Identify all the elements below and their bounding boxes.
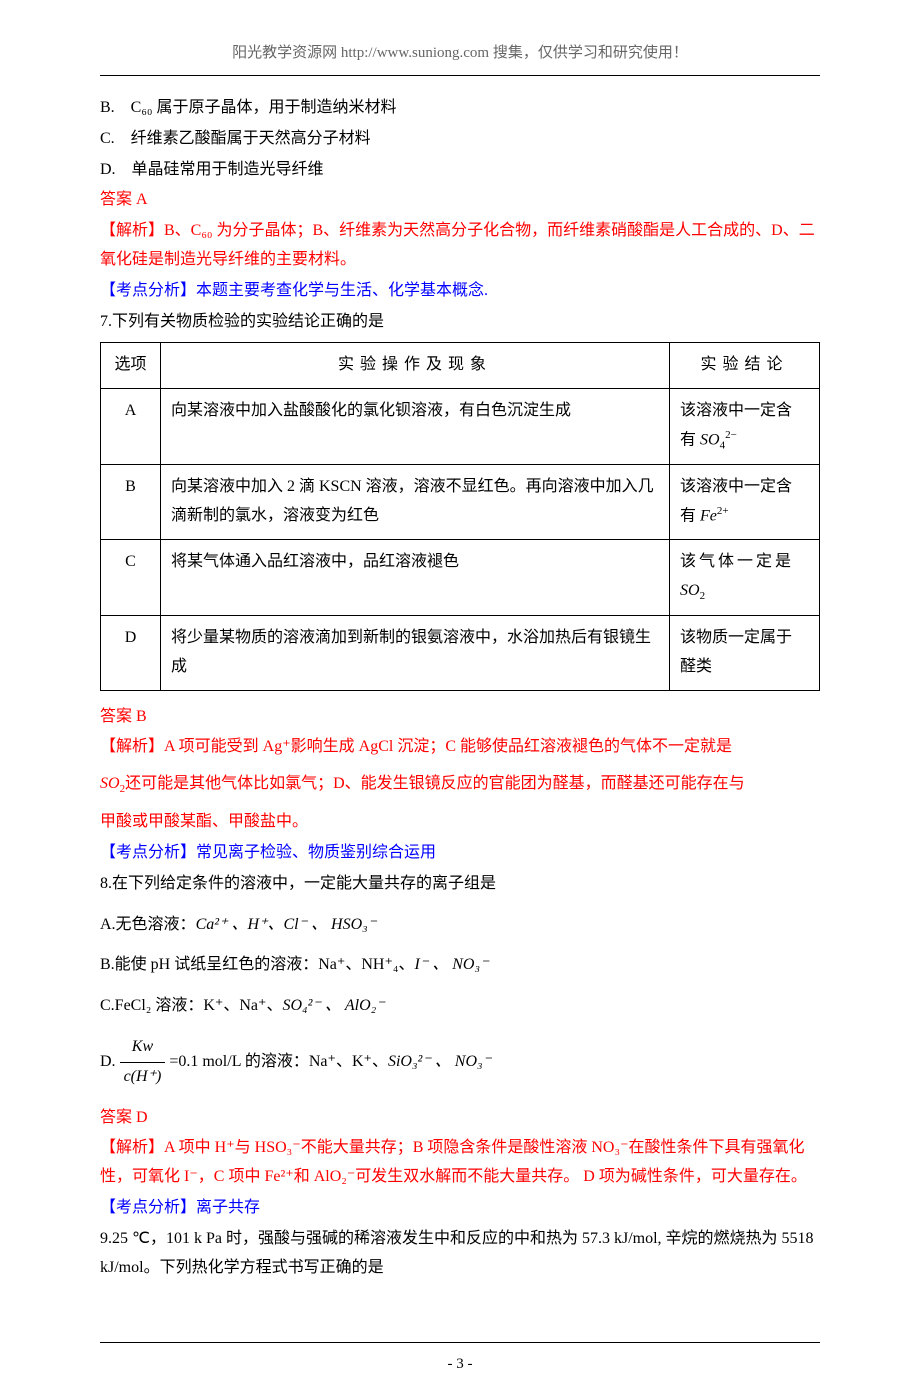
page-number: - 3 -: [448, 1356, 473, 1372]
q7-point: 【考点分析】常见离子检验、物质鉴别综合运用: [100, 839, 820, 868]
q8-answer: 答案 D: [100, 1104, 820, 1133]
cell-opt: C: [101, 540, 161, 616]
q7-table: 选项 实验操作及现象 实验结论 A 向某溶液中加入盐酸酸化的氯化钡溶液，有白色沉…: [100, 342, 820, 690]
cell-op: 将少量某物质的溶液滴加到新制的银氨溶液中，水浴加热后有银镜生成: [161, 615, 670, 690]
q7-analysis-1: 【解析】A 项可能受到 Ag⁺影响生成 AgCl 沉淀；C 能够使品红溶液褪色的…: [100, 733, 820, 762]
q8-b: B.能使 pH 试纸呈红色的溶液：Na⁺、NH⁺₄、I⁻ 、 NO₃⁻: [100, 951, 820, 980]
opt-c: C. 纤维素乙酸酯属于天然高分子材料: [100, 125, 820, 154]
header-text: 阳光教学资源网 http://www.suniong.com 搜集，仅供学习和研…: [232, 45, 688, 61]
cell-concl: 该气体一定是 SO2: [670, 540, 820, 616]
fraction: Kwc(H⁺): [120, 1033, 166, 1092]
table-row: B 向某溶液中加入 2 滴 KSCN 溶液，溶液不显红色。再向溶液中加入几滴新制…: [101, 465, 820, 540]
cell-opt: D: [101, 615, 161, 690]
table-row: C 将某气体通入品红溶液中，品红溶液褪色 该气体一定是 SO2: [101, 540, 820, 616]
q8-analysis: 【解析】A 项中 H⁺与 HSO₃⁻不能大量共存；B 项隐含条件是酸性溶液 NO…: [100, 1134, 820, 1192]
opt-b: B. C₆₀ 属于原子晶体，用于制造纳米材料: [100, 94, 820, 123]
q7-answer: 答案 B: [100, 703, 820, 732]
q8-point: 【考点分析】离子共存: [100, 1194, 820, 1223]
page-content: B. C₆₀ 属于原子晶体，用于制造纳米材料 C. 纤维素乙酸酯属于天然高分子材…: [0, 94, 920, 1282]
page-header: 阳光教学资源网 http://www.suniong.com 搜集，仅供学习和研…: [100, 0, 820, 76]
table-row: A 向某溶液中加入盐酸酸化的氯化钡溶液，有白色沉淀生成 该溶液中一定含 有 SO…: [101, 389, 820, 465]
q7-analysis-2: SO2还可能是其他气体比如氯气；D、能发生银镜反应的官能团为醛基，而醛基还可能存…: [100, 770, 820, 800]
cell-concl: 该溶液中一定含 有 SO42−: [670, 389, 820, 465]
th-operation: 实验操作及现象: [161, 343, 670, 389]
answer6-analysis: 【解析】B、C₆₀ 为分子晶体；B、纤维素为天然高分子化合物，而纤维素硝酸酯是人…: [100, 217, 820, 275]
q7-analysis-3: 甲酸或甲酸某酯、甲酸盐中。: [100, 808, 820, 837]
cell-opt: B: [101, 465, 161, 540]
cell-concl: 该物质一定属于 醛类: [670, 615, 820, 690]
cell-op: 向某溶液中加入 2 滴 KSCN 溶液，溶液不显红色。再向溶液中加入几滴新制的氯…: [161, 465, 670, 540]
table-row: D 将少量某物质的溶液滴加到新制的银氨溶液中，水浴加热后有银镜生成 该物质一定属…: [101, 615, 820, 690]
page-footer: - 3 -: [100, 1342, 820, 1378]
th-option: 选项: [101, 343, 161, 389]
q7-stem: 7.下列有关物质检验的实验结论正确的是: [100, 308, 820, 337]
answer6-label: 答案 A: [100, 186, 820, 215]
table-header-row: 选项 实验操作及现象 实验结论: [101, 343, 820, 389]
q8-stem: 8.在下列给定条件的溶液中，一定能大量共存的离子组是: [100, 870, 820, 899]
th-conclusion: 实验结论: [670, 343, 820, 389]
q8-a: A.无色溶液：Ca²⁺ 、H⁺、Cl⁻ 、 HSO₃⁻: [100, 911, 820, 940]
q8-d: D. Kwc(H⁺) =0.1 mol/L 的溶液：Na⁺、K⁺、SiO₃²⁻ …: [100, 1033, 820, 1092]
q8-c: C.FeCl₂ 溶液：K⁺、Na⁺、SO₄²⁻ 、 AlO₂⁻: [100, 992, 820, 1021]
cell-opt: A: [101, 389, 161, 465]
cell-op: 将某气体通入品红溶液中，品红溶液褪色: [161, 540, 670, 616]
cell-op: 向某溶液中加入盐酸酸化的氯化钡溶液，有白色沉淀生成: [161, 389, 670, 465]
answer6-point: 【考点分析】本题主要考查化学与生活、化学基本概念.: [100, 277, 820, 306]
q9-stem: 9.25 ℃，101 k Pa 时，强酸与强碱的稀溶液发生中和反应的中和热为 5…: [100, 1225, 820, 1283]
cell-concl: 该溶液中一定含 有 Fe2+: [670, 465, 820, 540]
opt-d: D. 单晶硅常用于制造光导纤维: [100, 156, 820, 185]
